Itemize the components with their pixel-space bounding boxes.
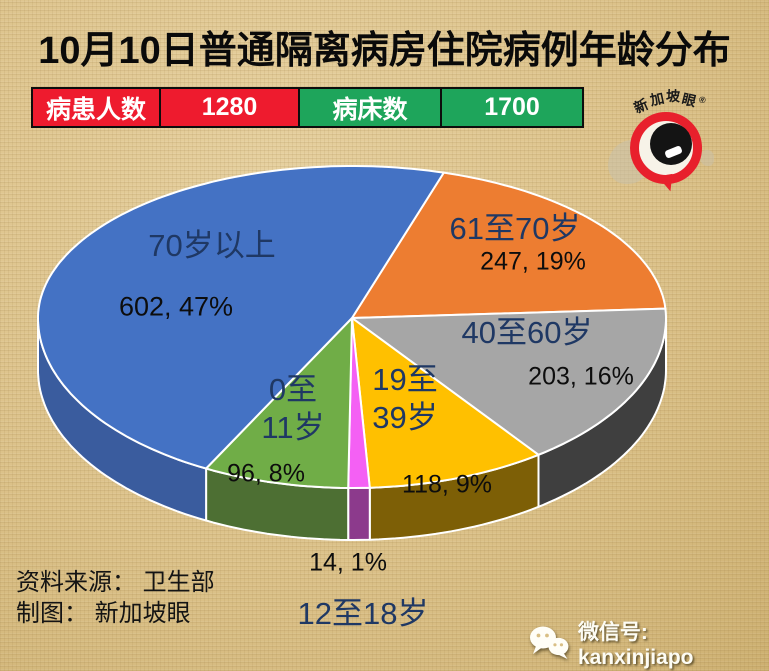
logo-splash-shape (700, 150, 714, 166)
pie-slice-5 (37, 165, 445, 470)
pie-slice-side-3 (347, 486, 371, 541)
wechat-id: 微信号: kanxinjiapo (577, 621, 694, 669)
credit-note: 制图： 新加坡眼 (16, 600, 191, 627)
pie-slice-0 (351, 171, 667, 319)
patients-label-cell: 病患人数 (31, 87, 161, 128)
page-title: 10月10日普通隔离病房住院病例年龄分布 (38, 30, 731, 72)
pie-slice-1 (351, 307, 667, 456)
footer-notes: 资料来源： 卫生部 制图： 新加坡眼 (16, 567, 215, 629)
wechat-row: 微信号: kanxinjiapo (529, 616, 769, 670)
pie-slice-4 (205, 317, 353, 489)
beds-label-cell: 病床数 (298, 87, 442, 128)
beds-value-cell: 1700 (440, 87, 584, 128)
stats-bar: 病患人数 1280 病床数 1700 (31, 87, 584, 128)
source-note: 资料来源： 卫生部 (16, 569, 215, 596)
brand-logo: 新加坡眼 ® (608, 86, 737, 204)
pie-slice-2 (351, 317, 540, 489)
eye-pupil-shape (650, 123, 692, 165)
wechat-icon (529, 626, 569, 659)
eye-logo-icon (630, 112, 702, 184)
